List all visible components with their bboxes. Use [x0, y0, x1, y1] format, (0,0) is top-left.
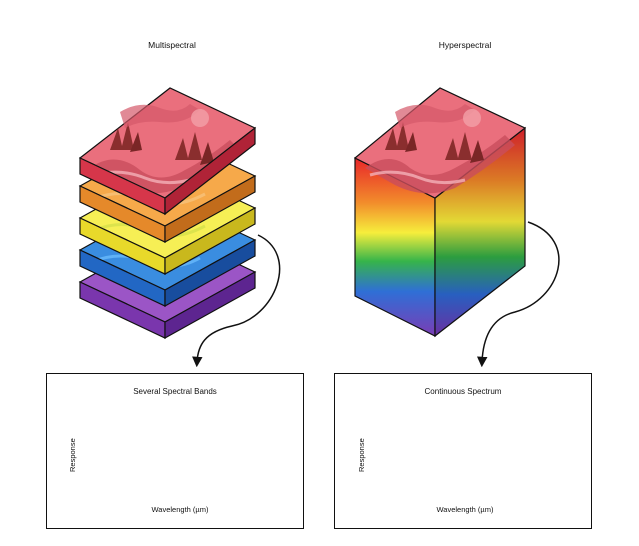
left-connector-arrow — [192, 234, 281, 368]
multispectral-stack — [78, 87, 257, 340]
red-band-layer — [78, 87, 257, 216]
right-x-axis-label: Wavelength (µm) — [436, 505, 494, 514]
several-bands-chart-title: Several Spectral Bands — [133, 387, 217, 396]
left-x-axis-label: Wavelength (µm) — [151, 505, 209, 514]
right-connector-arrow — [476, 221, 560, 368]
continuous-spectrum-chart-box: Continuous Spectrum — [334, 373, 592, 529]
left-y-axis-label: Response — [68, 438, 77, 472]
hyperspectral-title: Hyperspectral — [438, 40, 492, 50]
multispectral-title: Multispectral — [148, 40, 196, 50]
continuous-spectrum-chart-title: Continuous Spectrum — [424, 387, 502, 396]
hyperspectral-cube — [353, 87, 527, 338]
several-bands-chart-box: Several Spectral Bands — [46, 373, 304, 529]
right-y-axis-label: Response — [357, 438, 366, 472]
